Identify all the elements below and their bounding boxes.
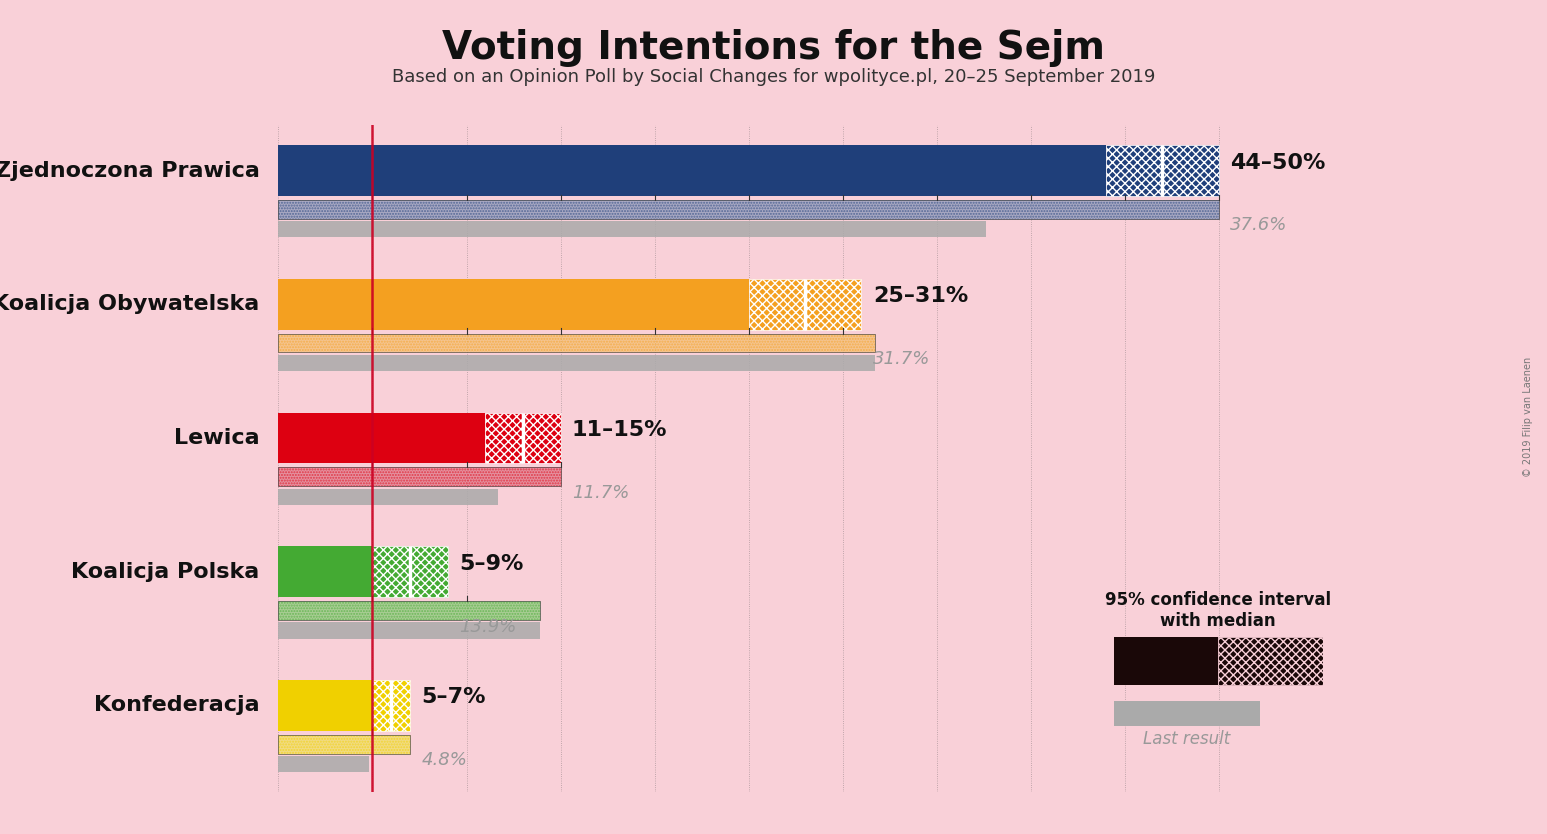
Bar <box>278 601 540 620</box>
Bar <box>1217 636 1323 686</box>
Bar <box>278 467 560 486</box>
Bar <box>278 413 486 464</box>
Bar <box>278 622 540 639</box>
Text: 31.7%: 31.7% <box>873 350 930 368</box>
Bar <box>373 680 410 731</box>
Text: 11–15%: 11–15% <box>572 420 667 440</box>
Bar <box>278 489 498 505</box>
Bar <box>278 735 410 754</box>
Text: 95% confidence interval
with median: 95% confidence interval with median <box>1105 590 1332 630</box>
Bar <box>278 601 540 620</box>
Bar <box>278 601 540 620</box>
Bar <box>1106 145 1219 196</box>
Text: Konfederacja: Konfederacja <box>94 696 260 716</box>
Bar <box>278 334 874 353</box>
Text: 25–31%: 25–31% <box>873 286 968 306</box>
Bar <box>278 200 1219 219</box>
Bar <box>278 200 1219 219</box>
Text: Last result: Last result <box>1143 730 1230 748</box>
Bar <box>278 680 373 731</box>
Text: 11.7%: 11.7% <box>572 484 630 502</box>
Text: Based on an Opinion Poll by Social Changes for wpolityce.pl, 20–25 September 201: Based on an Opinion Poll by Social Chang… <box>391 68 1156 87</box>
Bar <box>278 145 1106 196</box>
Bar <box>278 756 368 772</box>
Text: 37.6%: 37.6% <box>1230 216 1287 234</box>
Bar <box>1114 636 1217 686</box>
Text: Zjednoczona Prawica: Zjednoczona Prawica <box>0 161 260 180</box>
Bar <box>373 546 447 597</box>
Bar <box>278 735 410 754</box>
Text: Lewica: Lewica <box>173 428 260 448</box>
Bar <box>278 279 749 329</box>
Bar <box>278 546 373 597</box>
Bar <box>749 279 862 329</box>
Bar <box>486 413 560 464</box>
Text: 13.9%: 13.9% <box>459 617 517 636</box>
Bar <box>278 735 410 754</box>
Text: 44–50%: 44–50% <box>1230 153 1326 173</box>
Bar <box>278 467 560 486</box>
Text: Koalicja Polska: Koalicja Polska <box>71 561 260 581</box>
Text: © 2019 Filip van Laenen: © 2019 Filip van Laenen <box>1524 357 1533 477</box>
Bar <box>278 334 874 353</box>
Text: 5–7%: 5–7% <box>421 687 486 707</box>
Text: 4.8%: 4.8% <box>421 751 467 769</box>
Bar <box>278 334 874 353</box>
Text: 5–9%: 5–9% <box>459 554 523 574</box>
Text: Voting Intentions for the Sejm: Voting Intentions for the Sejm <box>442 29 1105 68</box>
Bar <box>278 355 874 371</box>
Bar <box>278 221 985 238</box>
Bar <box>278 467 560 486</box>
Bar <box>278 200 1219 219</box>
Text: Koalicja Obywatelska: Koalicja Obywatelska <box>0 294 260 314</box>
